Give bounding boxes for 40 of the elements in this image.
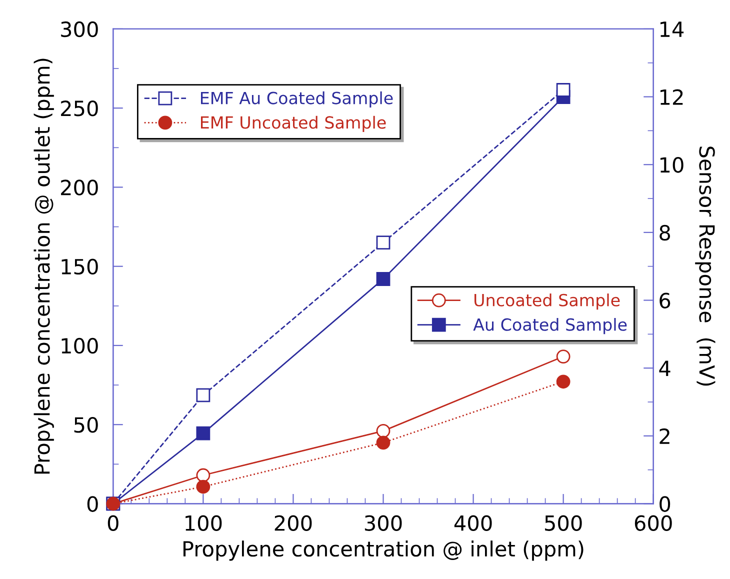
x-tick-label: 500 <box>545 515 582 531</box>
point <box>376 436 390 450</box>
y-tick-label: 200 <box>61 180 98 196</box>
point <box>556 374 570 389</box>
x-tick-label: 200 <box>274 515 312 531</box>
point <box>196 388 210 402</box>
point <box>196 426 210 440</box>
legend-label: Uncoated Sample <box>474 294 620 310</box>
y-tick-label: 250 <box>61 100 98 116</box>
y-tick-label: 50 <box>74 417 98 433</box>
y-tick-label: 0 <box>87 496 98 512</box>
point <box>556 83 570 97</box>
x-tick-label: 0 <box>108 515 118 531</box>
x-axis-title: Propylene concentration @ inlet (ppm) <box>183 540 584 561</box>
y2-axis-title: Sensor Response (mV) <box>695 146 716 386</box>
legend-label: EMF Au Coated Sample <box>200 91 393 108</box>
point <box>376 272 390 286</box>
point <box>376 236 390 250</box>
y-tick-label: 300 <box>61 21 98 38</box>
y-tick-label: 150 <box>62 258 98 275</box>
y2-tick-label: 14 <box>660 22 684 37</box>
x-tick-label: 400 <box>454 515 492 531</box>
x-tick-label: 100 <box>186 515 222 531</box>
y-tick-label: 100 <box>62 338 98 354</box>
point <box>196 480 210 494</box>
y2-tick-label: 12 <box>660 89 683 105</box>
point <box>556 350 570 364</box>
y2-tick-label: 4 <box>659 360 670 376</box>
point <box>376 424 390 438</box>
legend-label: Au Coated Sample <box>473 318 627 334</box>
y2-tick-label: 6 <box>660 292 670 308</box>
x-tick-label: 300 <box>364 515 402 531</box>
y2-tick-label: 10 <box>660 157 684 173</box>
point <box>196 468 210 482</box>
y2-tick-label: 2 <box>660 428 670 444</box>
x-tick-label: 600 <box>634 515 672 531</box>
legend-label: EMF Uncoated Sample <box>200 116 386 132</box>
y2-tick-label: 0 <box>660 496 670 512</box>
y2-tick-label: 8 <box>660 224 670 241</box>
y-axis-title: Propylene concentration @ outlet (ppm) <box>34 58 54 474</box>
